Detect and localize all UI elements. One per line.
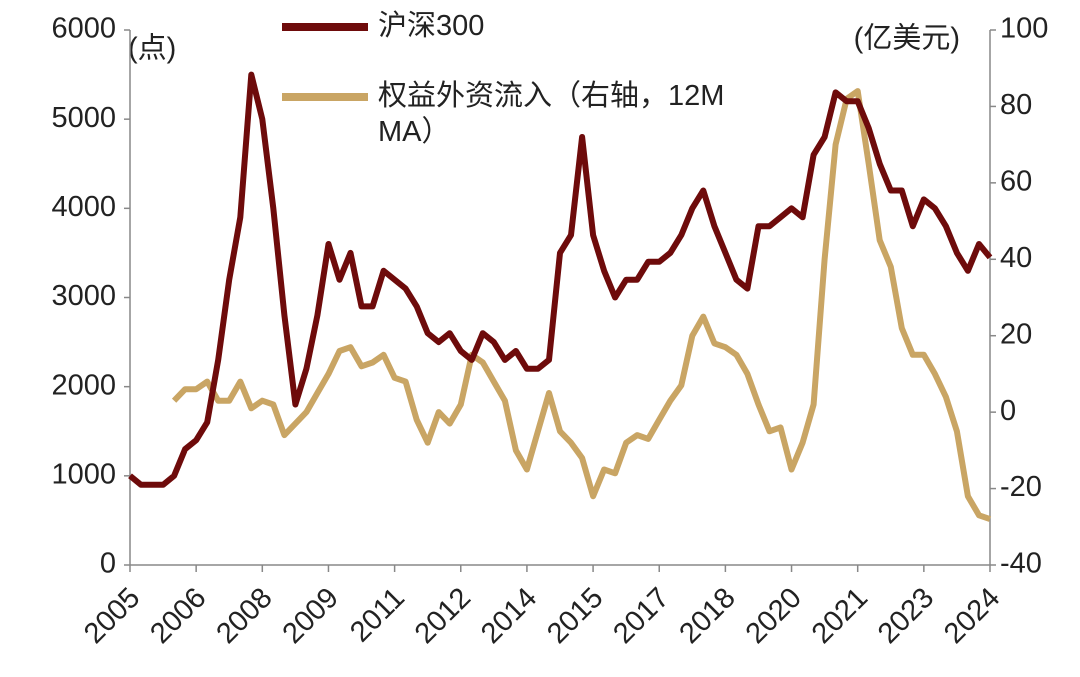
legend-label: 沪深300 — [378, 10, 485, 42]
x-tick-label: 2023 — [872, 582, 940, 650]
x-tick-label: 2018 — [674, 582, 742, 650]
x-tick-label: 2012 — [409, 582, 477, 650]
y-tick-label: 4000 — [51, 191, 116, 223]
y2-tick-label: -20 — [1000, 471, 1042, 503]
x-tick-label: 2011 — [344, 582, 411, 649]
y-axis-label: (点) — [128, 32, 176, 65]
y-tick-label: 3000 — [51, 280, 116, 312]
series-line — [171, 88, 991, 522]
y-tick-label: 0 — [100, 548, 116, 580]
y2-tick-label: 80 — [1000, 89, 1032, 121]
y2-tick-label: 100 — [1000, 13, 1048, 45]
x-tick-label: 2005 — [78, 582, 146, 650]
y2-tick-label: -40 — [1000, 548, 1042, 580]
series-line — [128, 71, 993, 488]
x-tick-label: 2020 — [740, 582, 808, 650]
y2-tick-label: 60 — [1000, 166, 1032, 198]
x-tick-label: 2006 — [144, 582, 212, 650]
x-tick-label: 2008 — [210, 582, 278, 650]
y2-tick-label: 20 — [1000, 318, 1032, 350]
x-tick-label: 2021 — [806, 582, 874, 650]
y2-axis-label: (亿美元) — [854, 22, 960, 55]
x-tick-label: 2014 — [475, 582, 543, 650]
y-tick-label: 2000 — [51, 369, 116, 401]
y-tick-label: 5000 — [51, 102, 116, 134]
y2-tick-label: 0 — [1000, 395, 1016, 427]
x-tick-label: 2015 — [541, 582, 609, 650]
y-tick-label: 1000 — [51, 458, 116, 490]
y2-tick-label: 40 — [1000, 242, 1032, 274]
x-tick-label: 2009 — [277, 582, 345, 650]
legend-label: 权益外资流入（右轴，12M MA） — [378, 80, 725, 148]
y-tick-label: 6000 — [51, 13, 116, 45]
x-tick-label: 2024 — [938, 582, 1006, 650]
x-tick-label: 2017 — [607, 582, 675, 650]
